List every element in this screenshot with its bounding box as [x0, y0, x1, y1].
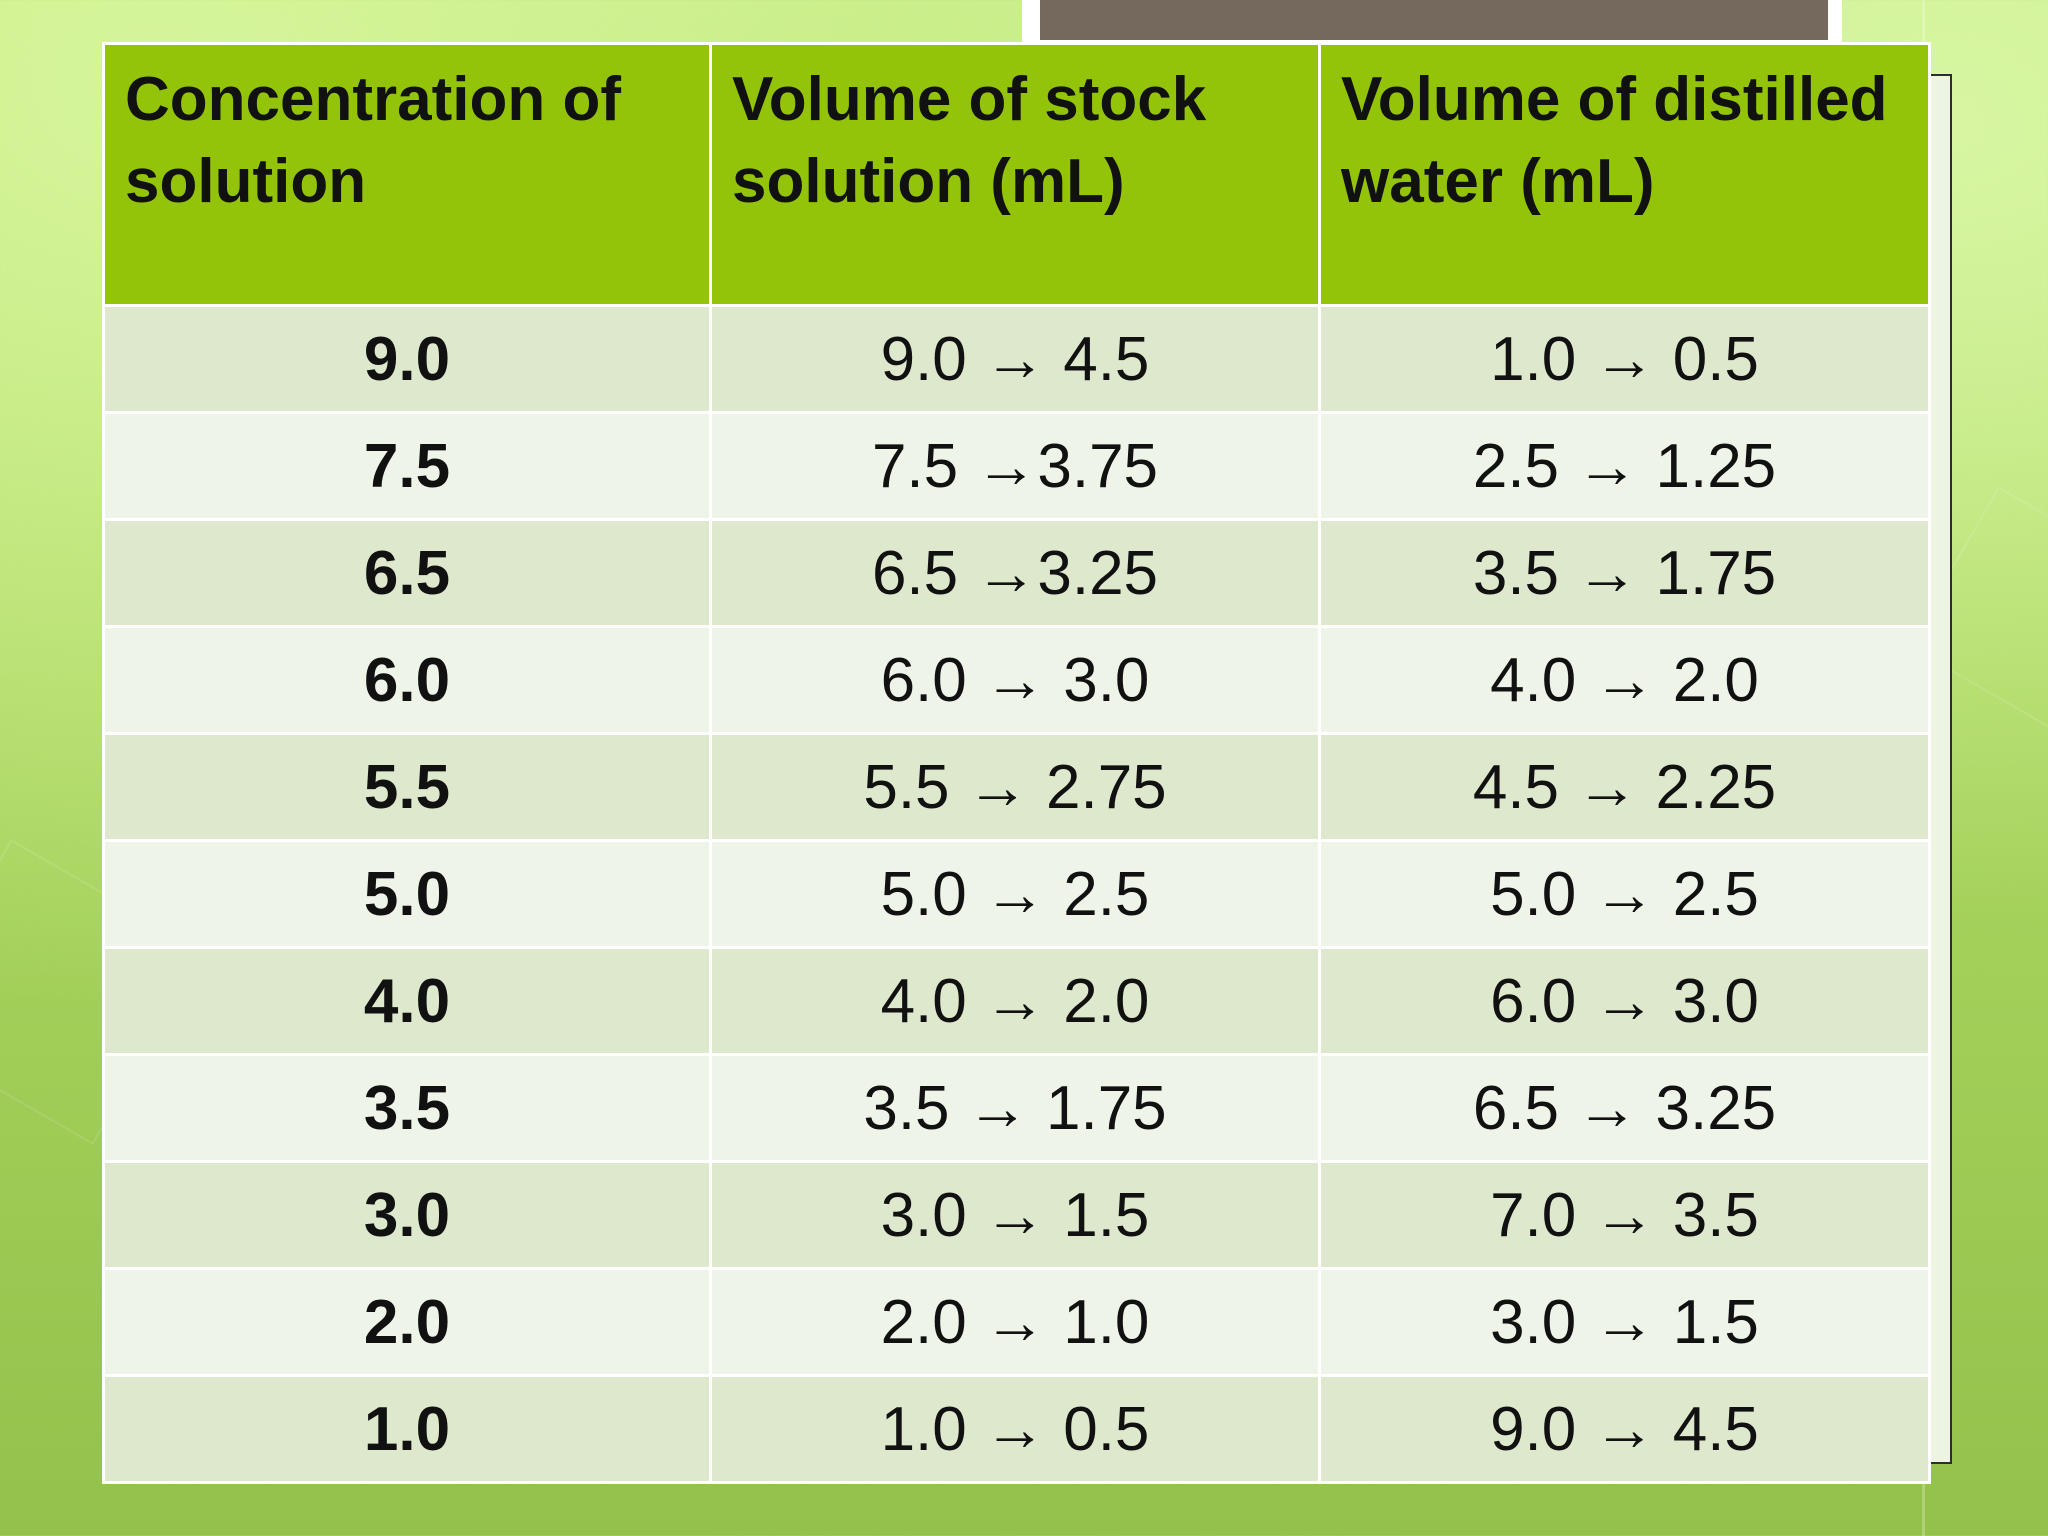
water-volume-cell: 6.0 → 3.0	[1318, 946, 1931, 1056]
table-header-row: Concentration of solution Volume of stoc…	[102, 42, 1931, 307]
concentration-cell: 2.0	[102, 1267, 712, 1377]
water-volume-cell: 4.0 → 2.0	[1318, 625, 1931, 735]
header-concentration: Concentration of solution	[102, 42, 712, 307]
table-row: 6.0 6.0 → 3.0 4.0 → 2.0	[102, 625, 1931, 735]
water-volume-cell: 4.5 → 2.25	[1318, 732, 1931, 842]
dilution-table: Concentration of solution Volume of stoc…	[102, 42, 1931, 1484]
stock-volume-cell: 5.0 → 2.5	[709, 839, 1321, 949]
header-water-volume: Volume of distilled water (mL)	[1318, 42, 1931, 307]
concentration-cell: 1.0	[102, 1374, 712, 1484]
concentration-cell: 3.5	[102, 1053, 712, 1163]
concentration-cell: 4.0	[102, 946, 712, 1056]
water-volume-cell: 7.0 → 3.5	[1318, 1160, 1931, 1270]
stock-volume-cell: 3.0 → 1.5	[709, 1160, 1321, 1270]
header-stock-volume: Volume of stock solution (mL)	[709, 42, 1321, 307]
water-volume-cell: 5.0 → 2.5	[1318, 839, 1931, 949]
table-row: 7.5 7.5 →3.75 2.5 → 1.25	[102, 411, 1931, 521]
table-row: 3.0 3.0 → 1.5 7.0 → 3.5	[102, 1160, 1931, 1270]
table-row: 6.5 6.5 →3.25 3.5 → 1.75	[102, 518, 1931, 628]
table-row: 9.0 9.0 → 4.5 1.0 → 0.5	[102, 304, 1931, 414]
concentration-cell: 3.0	[102, 1160, 712, 1270]
stock-volume-cell: 1.0 → 0.5	[709, 1374, 1321, 1484]
table-row: 3.5 3.5 → 1.75 6.5 → 3.25	[102, 1053, 1931, 1163]
concentration-cell: 6.5	[102, 518, 712, 628]
water-volume-cell: 9.0 → 4.5	[1318, 1374, 1931, 1484]
concentration-cell: 9.0	[102, 304, 712, 414]
concentration-cell: 6.0	[102, 625, 712, 735]
stock-volume-cell: 3.5 → 1.75	[709, 1053, 1321, 1163]
table-row: 2.0 2.0 → 1.0 3.0 → 1.5	[102, 1267, 1931, 1377]
water-volume-cell: 2.5 → 1.25	[1318, 411, 1931, 521]
stock-volume-cell: 6.5 →3.25	[709, 518, 1321, 628]
concentration-cell: 5.5	[102, 732, 712, 842]
concentration-cell: 5.0	[102, 839, 712, 949]
water-volume-cell: 3.0 → 1.5	[1318, 1267, 1931, 1377]
stock-volume-cell: 9.0 → 4.5	[709, 304, 1321, 414]
stock-volume-cell: 5.5 → 2.75	[709, 732, 1321, 842]
water-volume-cell: 6.5 → 3.25	[1318, 1053, 1931, 1163]
concentration-cell: 7.5	[102, 411, 712, 521]
table-row: 4.0 4.0 → 2.0 6.0 → 3.0	[102, 946, 1931, 1056]
stock-volume-cell: 2.0 → 1.0	[709, 1267, 1321, 1377]
top-strip-bar	[1040, 0, 1828, 40]
stock-volume-cell: 7.5 →3.75	[709, 411, 1321, 521]
stock-volume-cell: 6.0 → 3.0	[709, 625, 1321, 735]
water-volume-cell: 3.5 → 1.75	[1318, 518, 1931, 628]
stock-volume-cell: 4.0 → 2.0	[709, 946, 1321, 1056]
table-row: 5.5 5.5 → 2.75 4.5 → 2.25	[102, 732, 1931, 842]
water-volume-cell: 1.0 → 0.5	[1318, 304, 1931, 414]
table-row: 1.0 1.0 → 0.5 9.0 → 4.5	[102, 1374, 1931, 1484]
table-row: 5.0 5.0 → 2.5 5.0 → 2.5	[102, 839, 1931, 949]
